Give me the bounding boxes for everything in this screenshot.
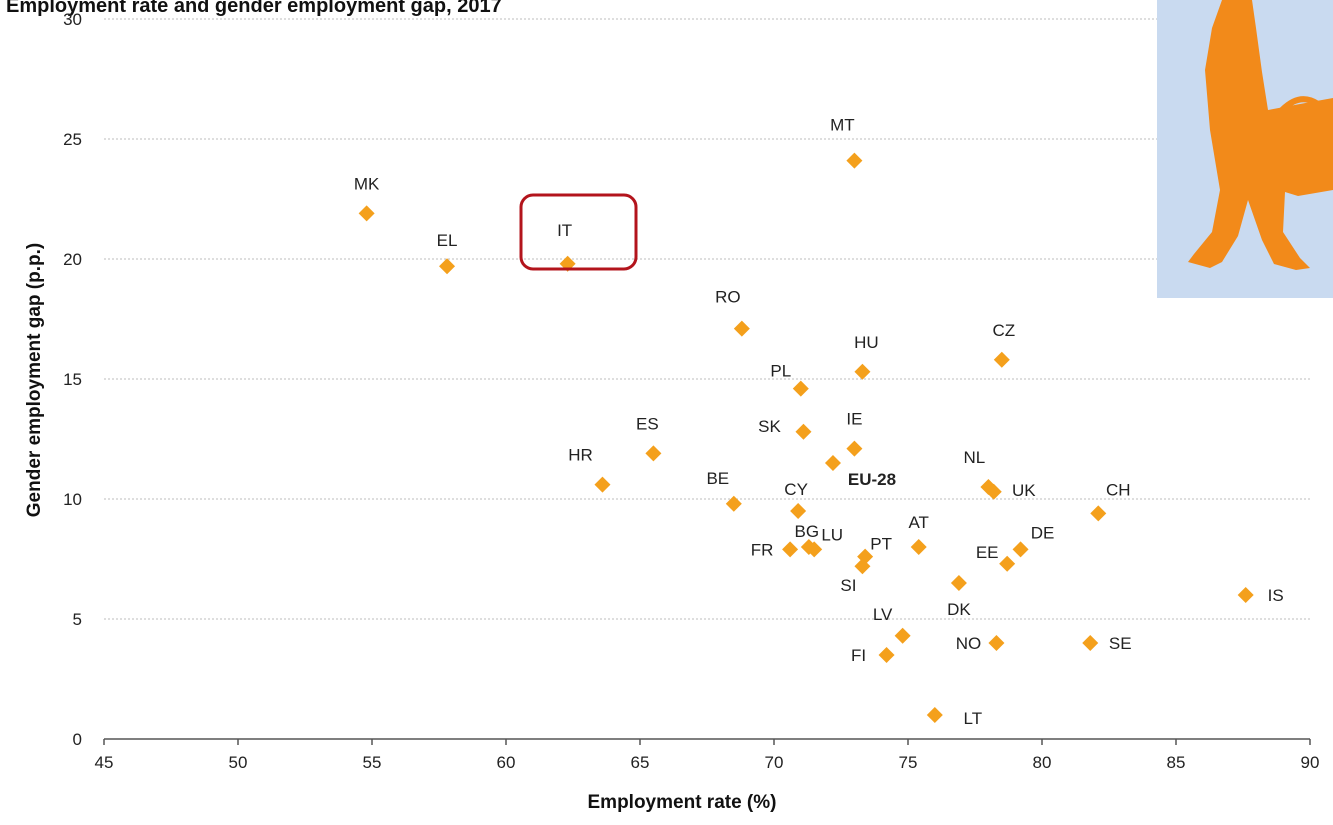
y-axis: 0 5 10 15 20 25 30 [63, 10, 82, 749]
x-tick-label: 55 [363, 753, 382, 772]
point-label-fi: FI [851, 646, 866, 665]
point-at [910, 539, 927, 555]
point-labels: MK EL IT MT RO HU CZ PL ES SK IE HR EU-28 BE CY NL UK CH F… [354, 116, 1284, 728]
point-lt [926, 707, 943, 723]
point-hr [594, 476, 611, 493]
x-tick-label: 70 [765, 753, 784, 772]
x-tick-label: 80 [1033, 753, 1052, 772]
point-mt [846, 152, 863, 169]
point-label-cy: CY [784, 480, 808, 499]
x-tick-label: 60 [497, 753, 516, 772]
point-label-dk: DK [947, 600, 971, 619]
point-label-el: EL [437, 231, 458, 250]
point-label-eu-28: EU-28 [848, 470, 896, 489]
point-pl [792, 380, 809, 397]
y-tick-label: 30 [63, 10, 82, 29]
point-label-es: ES [636, 414, 659, 433]
point-label-mt: MT [830, 116, 855, 135]
y-axis-title: Gender employment gap (p.p.) [24, 243, 45, 517]
point-label-lu: LU [821, 525, 843, 544]
y-tick-label: 5 [73, 610, 82, 629]
point-lv [894, 627, 911, 644]
point-label-sk: SK [758, 417, 781, 436]
point-se [1082, 635, 1099, 651]
point-fi [878, 647, 895, 663]
x-tick-label: 85 [1167, 753, 1186, 772]
y-tick-label: 15 [63, 370, 82, 389]
point-fr [782, 541, 799, 558]
x-tick-label: 90 [1301, 753, 1320, 772]
point-label-cz: CZ [992, 321, 1015, 340]
point-label-it: IT [557, 221, 572, 240]
point-label-ch: CH [1106, 480, 1131, 499]
point-hu [854, 363, 871, 380]
point-label-si: SI [840, 576, 856, 595]
y-tick-label: 25 [63, 130, 82, 149]
point-el [439, 258, 456, 275]
point-cy [790, 503, 807, 519]
point-dk [950, 575, 967, 591]
y-tick-label: 20 [63, 250, 82, 269]
point-label-se: SE [1109, 634, 1132, 653]
y-tick-label: 10 [63, 490, 82, 509]
x-tick-label: 75 [899, 753, 918, 772]
point-label-pl: PL [770, 362, 791, 381]
point-label-no: NO [956, 634, 982, 653]
point-ro [733, 320, 750, 337]
point-label-bg: BG [795, 522, 820, 541]
point-label-de: DE [1031, 523, 1055, 542]
point-no [988, 635, 1005, 651]
point-sk [795, 423, 812, 440]
point-label-ro: RO [715, 288, 741, 307]
point-ee [999, 555, 1016, 572]
point-label-hr: HR [568, 446, 593, 465]
point-is [1237, 587, 1254, 603]
point-label-at: AT [908, 513, 928, 532]
highlight-box [519, 193, 638, 271]
data-points [358, 152, 1254, 723]
gridlines [104, 18, 1310, 620]
point-label-hu: HU [854, 333, 879, 352]
x-tick-label: 65 [631, 753, 650, 772]
x-tick-label: 45 [95, 753, 114, 772]
point-label-lv: LV [873, 605, 893, 624]
point-label-is: IS [1268, 586, 1284, 605]
x-tick-label: 50 [229, 753, 248, 772]
point-label-fr: FR [751, 540, 774, 559]
walking-person-illustration [1157, 0, 1333, 298]
point-lu [806, 541, 823, 558]
point-cz [993, 351, 1010, 368]
point-label-nl: NL [964, 448, 986, 467]
point-label-be: BE [706, 469, 729, 488]
x-axis-title: Employment rate (%) [588, 792, 777, 813]
point-label-uk: UK [1012, 481, 1036, 500]
point-uk [985, 483, 1002, 500]
point-ie [846, 440, 863, 457]
point-label-mk: MK [354, 174, 380, 193]
point-be [725, 495, 742, 512]
point-eu-28 [824, 455, 841, 471]
point-label-pt: PT [870, 535, 892, 554]
point-es [645, 445, 662, 462]
point-si [854, 558, 871, 575]
y-tick-label: 0 [73, 730, 82, 749]
point-ch [1090, 505, 1107, 522]
point-label-lt: LT [964, 709, 983, 728]
point-label-ie: IE [846, 410, 862, 429]
point-mk [358, 205, 375, 222]
x-axis: 45 50 55 60 65 70 75 80 85 90 [95, 738, 1320, 772]
point-de [1012, 541, 1029, 558]
chart-title: Employment rate and gender employment ga… [6, 0, 502, 17]
point-label-ee: EE [976, 543, 999, 562]
